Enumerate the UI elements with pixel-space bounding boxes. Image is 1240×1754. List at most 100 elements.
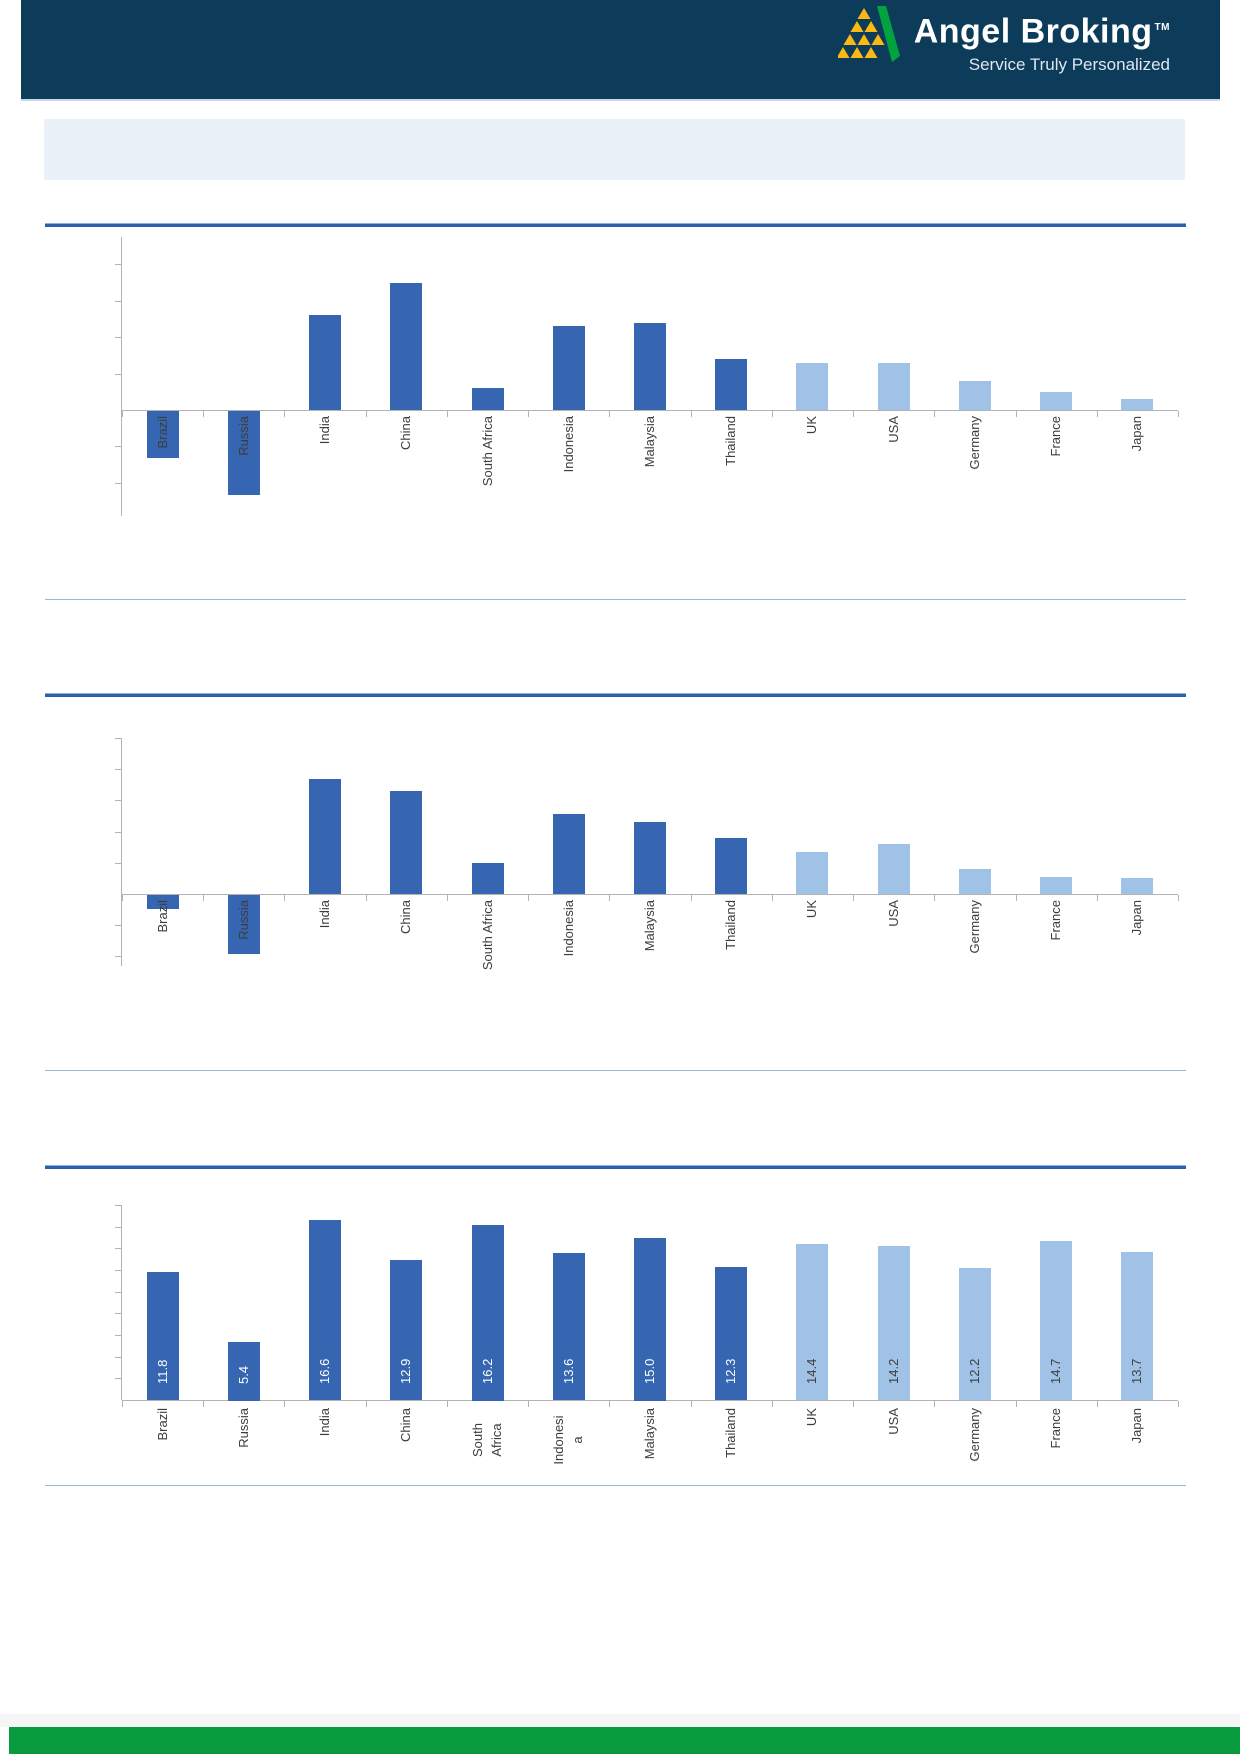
- value-label-text: 12.9: [398, 1358, 413, 1384]
- x-axis-tick: [1178, 1401, 1179, 1407]
- y-axis-tick: [115, 1335, 121, 1336]
- category-label-India: India: [315, 416, 335, 516]
- category-label-Brazil: Brazil: [153, 416, 173, 516]
- category-label-USA: USA: [884, 1408, 904, 1472]
- x-axis-tick: [528, 411, 529, 417]
- x-axis-tick: [853, 411, 854, 417]
- x-axis-tick: [1097, 895, 1098, 901]
- bar-Malaysia: [634, 322, 666, 410]
- category-label-text: Indonesia: [561, 416, 576, 473]
- angel-broking-logo: Angel Broking TM Service Truly Personaliz…: [837, 6, 1170, 76]
- value-label-text: 14.2: [886, 1358, 901, 1384]
- bar-Russia: [228, 411, 260, 495]
- x-axis-tick: [203, 895, 204, 901]
- x-axis-line: [122, 1400, 1178, 1401]
- report-title-box: [44, 119, 1185, 180]
- x-axis-tick: [203, 1401, 204, 1407]
- value-label-UK: 14.4: [803, 1294, 821, 1384]
- bar-China: [390, 282, 422, 410]
- x-axis-tick: [934, 1401, 935, 1407]
- category-label-Russia: Russia: [234, 1408, 254, 1472]
- category-label-Malaysia: Malaysia: [640, 416, 660, 516]
- bar-Thailand: [715, 1266, 747, 1400]
- category-label-Japan: Japan: [1127, 1408, 1147, 1472]
- x-axis-tick: [691, 1401, 692, 1407]
- category-label-Brazil: Brazil: [153, 1408, 173, 1472]
- bar-Russia: [228, 1341, 260, 1401]
- value-label-Russia: 5.4: [235, 1294, 253, 1384]
- category-label-UK: UK: [802, 900, 822, 1000]
- category-label-Indonesia: Indonesia: [559, 416, 579, 516]
- category-label-text: Japan: [1129, 900, 1144, 936]
- category-label-text: India: [317, 1408, 332, 1437]
- value-label-France: 14.7: [1047, 1294, 1065, 1384]
- bar-Russia: [228, 895, 260, 954]
- bar-Germany: [959, 1267, 991, 1400]
- x-axis-tick: [284, 895, 285, 901]
- bar-Germany: [959, 869, 991, 895]
- bar-Germany: [959, 380, 991, 410]
- category-label-text: South Africa: [480, 900, 495, 971]
- x-axis-tick: [1097, 411, 1098, 417]
- category-label-text: France: [1048, 416, 1063, 457]
- value-label-text: 16.2: [480, 1358, 495, 1384]
- category-label-China: China: [396, 416, 416, 516]
- bar-UK: [796, 362, 828, 410]
- category-label-South Africa: South Africa: [478, 900, 498, 1000]
- category-label-Germany: Germany: [965, 416, 985, 516]
- category-label-Russia: Russia: [234, 900, 254, 1000]
- category-label-text: India: [317, 900, 332, 929]
- section-3-rule: [45, 1165, 1186, 1169]
- category-label-text: South Africa: [470, 1423, 504, 1457]
- category-label-text: Russia: [236, 1408, 251, 1448]
- y-axis-line: [121, 237, 122, 516]
- category-label-text: China: [398, 1408, 413, 1442]
- value-label-text: 12.2: [967, 1358, 982, 1384]
- y-axis-tick: [115, 769, 121, 770]
- bar-China: [390, 1260, 422, 1401]
- y-axis-tick: [115, 1270, 121, 1271]
- category-label-text: Brazil: [155, 900, 170, 933]
- category-label-text: Germany: [967, 416, 982, 470]
- bar-Malaysia: [634, 822, 666, 895]
- bar-USA: [878, 362, 910, 410]
- y-axis-tick: [115, 1205, 121, 1206]
- x-axis-tick: [853, 1401, 854, 1407]
- section-2-divider: [45, 1070, 1186, 1071]
- bar-Japan: [1121, 1251, 1153, 1400]
- category-label-text: Russia: [236, 900, 251, 940]
- x-axis-tick: [447, 1401, 448, 1407]
- bar-India: [309, 315, 341, 411]
- bar-Brazil: [147, 411, 179, 458]
- category-label-Japan: Japan: [1127, 416, 1147, 516]
- category-label-text: UK: [804, 1408, 819, 1427]
- category-label-Thailand: Thailand: [721, 1408, 741, 1472]
- y-axis-tick: [115, 800, 121, 801]
- x-axis-tick: [772, 895, 773, 901]
- category-label-text: China: [398, 900, 413, 934]
- value-label-Malaysia: 15.0: [641, 1294, 659, 1384]
- bar-Indonesia: [553, 814, 585, 895]
- value-label-Japan: 13.7: [1128, 1294, 1146, 1384]
- category-label-Thailand: Thailand: [721, 900, 741, 1000]
- category-label-France: France: [1046, 416, 1066, 516]
- category-label-text: Malaysia: [642, 416, 657, 468]
- x-axis-tick: [609, 895, 610, 901]
- y-axis-tick: [115, 483, 121, 484]
- x-axis-tick: [122, 1401, 123, 1407]
- bar-India: [309, 778, 341, 894]
- category-label-France: France: [1046, 900, 1066, 1000]
- bar-Thailand: [715, 359, 747, 410]
- value-label-text: 14.7: [1048, 1358, 1063, 1384]
- bar-Malaysia: [634, 1237, 666, 1401]
- category-label-text: Thailand: [723, 416, 738, 466]
- value-label-India: 16.6: [316, 1294, 334, 1384]
- category-label-UK: UK: [802, 416, 822, 516]
- category-label-South Africa: South Africa: [478, 416, 498, 516]
- bar-Indonesia: [553, 326, 585, 411]
- bar-France: [1040, 1240, 1072, 1400]
- category-label-text: France: [1048, 900, 1063, 941]
